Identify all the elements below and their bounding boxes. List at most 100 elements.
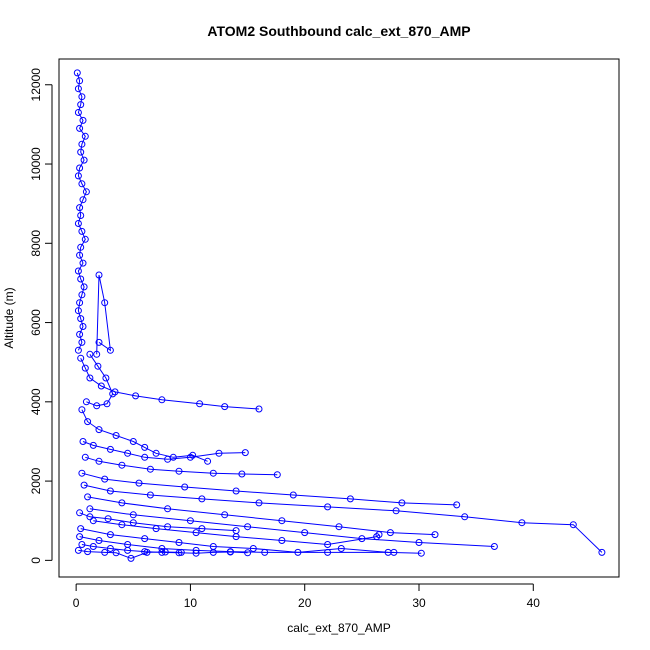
data-point [81,235,89,243]
data-point [301,529,309,537]
series-line [89,508,495,547]
data-point [76,251,84,259]
data-point [289,491,297,499]
data-point [261,548,269,556]
data-point [164,505,172,513]
data-point [78,469,86,477]
data-point [186,517,194,525]
data-point [186,453,194,461]
data-point [417,549,425,557]
data-point [141,535,149,543]
data-point [73,69,81,77]
data-point [80,283,88,291]
x-tick-label: 0 [73,596,80,610]
data-point [78,291,86,299]
data-point [255,499,263,507]
data-point [215,449,223,457]
series-line [85,456,278,476]
data-point [244,549,252,557]
data-point [129,511,137,519]
data-point [106,487,114,495]
data-layer [73,69,606,562]
data-point [392,507,400,515]
series-line [81,472,457,506]
x-tick-label: 10 [184,596,198,610]
data-point [324,503,332,511]
data-point [226,548,234,556]
data-point [415,539,423,546]
series-line [82,441,246,460]
data-point [74,85,82,93]
data-point [189,451,197,459]
data-point [141,453,149,461]
data-point [76,124,84,132]
data-point [118,461,126,469]
y-tick-label: 8000 [29,230,43,257]
data-point [273,471,281,479]
data-point [78,227,86,235]
data-point [146,491,154,499]
data-point [161,548,169,556]
data-point [97,382,105,390]
data-point [181,483,189,491]
data-point [232,487,240,495]
data-point [79,323,87,330]
data-point [86,513,94,521]
data-point [95,457,103,465]
series-line [96,274,112,355]
data-point [78,541,86,548]
data-point [490,543,498,550]
data-point [79,438,87,445]
data-point [390,548,398,556]
data-point [118,499,126,507]
data-point [78,406,86,414]
data-point [373,533,381,541]
data-point [177,548,185,556]
data-point [77,243,85,251]
data-point [221,511,229,519]
data-point [95,537,103,544]
data-point [82,398,90,406]
data-point [95,426,103,434]
data-point [77,315,85,323]
data-point [76,330,84,338]
data-point [152,449,160,457]
data-point [143,548,151,556]
chart-title: ATOM2 Southbound calc_ext_870_AMP [207,23,470,39]
data-point [192,529,200,537]
data-point [76,533,84,541]
data-point [76,299,84,307]
data-point [106,531,114,539]
data-point [255,405,263,413]
data-point [76,77,84,85]
data-point [112,549,120,557]
data-point [86,350,94,358]
data-point [76,164,84,172]
data-point [81,364,89,372]
data-point [346,495,354,503]
y-tick-label: 10000 [29,147,43,181]
data-point [104,515,112,523]
data-point [78,93,86,101]
data-point [453,501,461,509]
data-point [124,546,132,554]
data-point [209,548,217,556]
x-tick-label: 40 [527,596,541,610]
data-point [209,469,217,477]
data-point [164,455,172,463]
data-point [84,548,92,556]
data-point [74,346,82,354]
data-point [76,509,84,517]
data-point [106,545,114,552]
y-axis: 0 2000 4000 6000 8000 10000 12000 [29,68,53,564]
data-point [76,204,84,212]
data-point [244,523,252,531]
data-point [241,449,249,457]
series-line [83,484,603,553]
data-point [164,523,172,531]
data-point [74,546,82,554]
data-point [94,362,102,370]
data-point [102,374,110,382]
data-point [93,350,101,358]
